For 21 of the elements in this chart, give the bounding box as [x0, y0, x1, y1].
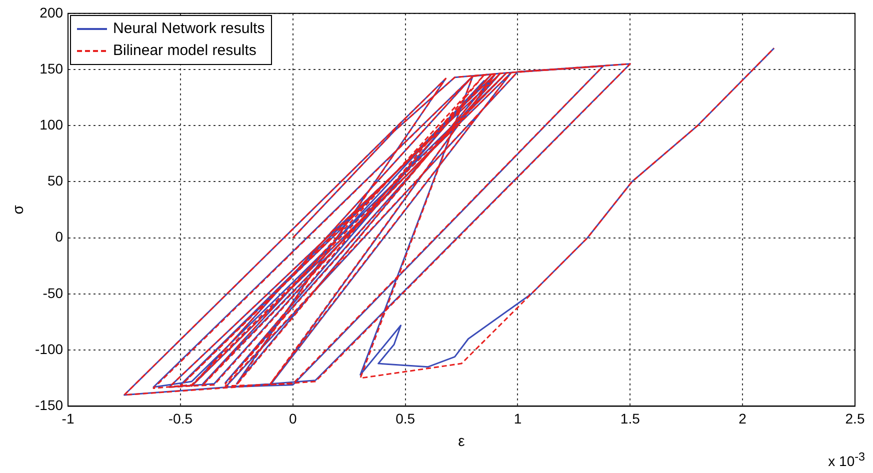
- y-tick-label: -50: [42, 284, 64, 301]
- x-tick-label: 2: [738, 410, 747, 426]
- y-tick-label: 150: [40, 60, 64, 76]
- y-tick-label: 100: [40, 116, 64, 132]
- text: x 10$^{-3}$: [828, 450, 865, 469]
- x-tick-label: 0.5: [396, 410, 416, 426]
- y-tick-label: -150: [34, 397, 64, 414]
- x-axis-title: ε: [458, 433, 466, 450]
- y-tick-label: -100: [34, 340, 64, 357]
- x-tick-label: 1: [514, 410, 522, 426]
- x-tick-label: 0: [288, 410, 297, 426]
- legend-label: Bilinear model results: [113, 41, 256, 62]
- y-axis-title: σ: [10, 204, 28, 214]
- y-tick-label: 200: [40, 4, 64, 20]
- y-tick-label: 0: [55, 228, 64, 245]
- x-tick-label: 1.5: [620, 410, 640, 426]
- x-tick-label: -1: [62, 410, 74, 426]
- x-tick-label: 2.5: [845, 410, 865, 426]
- legend-label: Neural Network results: [113, 19, 265, 40]
- y-tick-label: 50: [47, 172, 64, 189]
- x-tick-label: -0.5: [168, 410, 193, 426]
